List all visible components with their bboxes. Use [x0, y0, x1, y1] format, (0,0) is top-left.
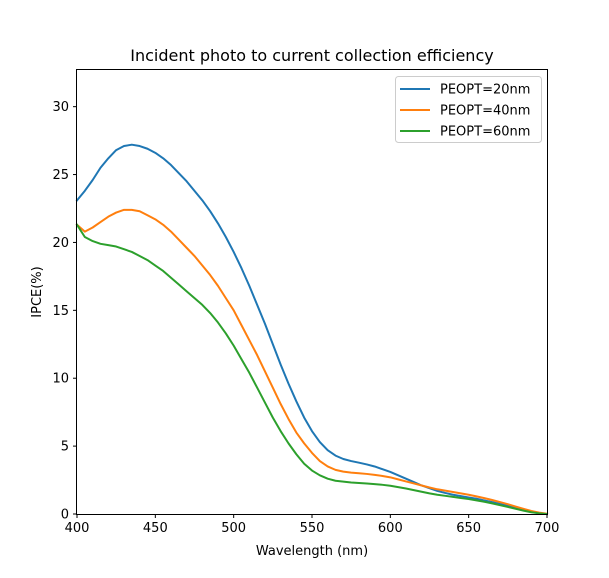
x-tick-label-5: 650 [456, 521, 481, 536]
series-layer [75, 143, 549, 516]
y-tick-label-4: 20 [52, 236, 69, 251]
y-axis-label: IPCE(%) [30, 266, 45, 317]
x-tick-label-2: 500 [221, 521, 246, 536]
x-tick-label-4: 600 [378, 521, 403, 536]
y-axis: 0 5 10 15 20 25 30 [52, 100, 77, 523]
series-line-1 [75, 208, 549, 515]
x-tick-label-3: 550 [300, 521, 325, 536]
legend-label-1: PEOPT=40nm [440, 104, 530, 119]
chart-title: Incident photo to current collection eff… [130, 46, 493, 65]
legend-label-0: PEOPT=20nm [440, 83, 530, 98]
x-tick-label-0: 400 [65, 521, 90, 536]
y-tick-label-6: 30 [52, 100, 69, 115]
legend: PEOPT=20nm PEOPT=40nm PEOPT=60nm [395, 76, 542, 143]
y-tick-label-5: 25 [52, 168, 69, 183]
legend-frame [395, 76, 542, 143]
y-tick-label-1: 5 [61, 440, 69, 455]
legend-items: PEOPT=20nm PEOPT=40nm PEOPT=60nm [400, 83, 530, 140]
x-tick-label-1: 450 [143, 521, 168, 536]
x-axis-label: Wavelength (nm) [256, 544, 368, 559]
x-axis: 400 450 500 550 600 650 700 [65, 514, 560, 536]
y-tick-label-3: 15 [52, 304, 69, 319]
series-line-2 [75, 223, 549, 516]
x-tick-label-6: 700 [535, 521, 560, 536]
legend-label-2: PEOPT=60nm [440, 125, 530, 140]
y-tick-label-0: 0 [61, 508, 69, 523]
plot-area [75, 69, 549, 516]
series-line-0 [75, 143, 549, 516]
y-tick-label-2: 10 [52, 372, 69, 387]
